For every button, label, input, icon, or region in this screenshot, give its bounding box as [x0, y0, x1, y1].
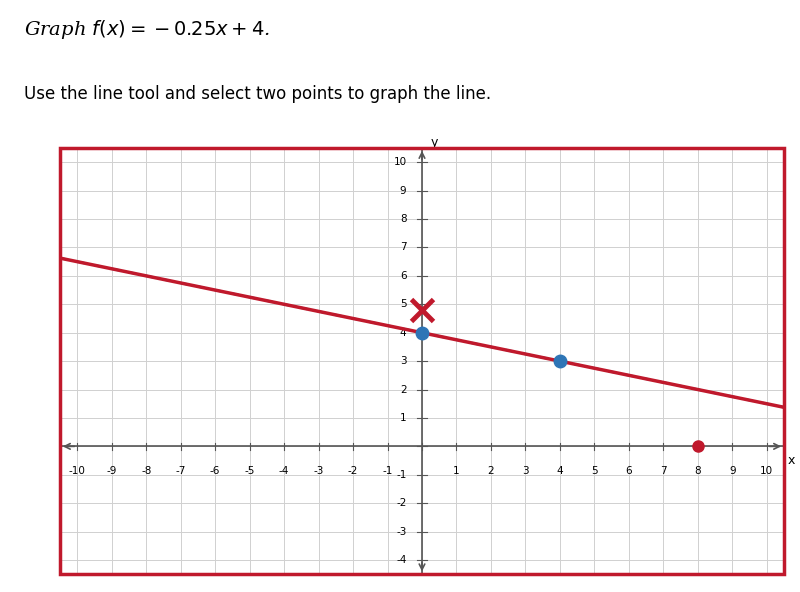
- Text: Use the line tool and select two points to graph the line.: Use the line tool and select two points …: [24, 85, 491, 103]
- Text: x: x: [787, 454, 794, 467]
- Text: -3: -3: [314, 466, 324, 476]
- Text: 10: 10: [394, 157, 406, 167]
- Text: 8: 8: [400, 214, 406, 224]
- Text: 3: 3: [522, 466, 529, 476]
- Text: 1: 1: [400, 413, 406, 423]
- Text: 3: 3: [400, 356, 406, 366]
- Text: 7: 7: [400, 243, 406, 252]
- Text: -3: -3: [396, 527, 406, 536]
- Text: -9: -9: [106, 466, 117, 476]
- Text: 9: 9: [400, 186, 406, 195]
- Text: 8: 8: [694, 466, 701, 476]
- Text: -6: -6: [210, 466, 220, 476]
- Text: -1: -1: [396, 470, 406, 480]
- Text: -1: -1: [382, 466, 393, 476]
- Text: 2: 2: [400, 385, 406, 394]
- Text: y: y: [430, 136, 438, 149]
- Text: 10: 10: [760, 466, 774, 476]
- Text: 9: 9: [729, 466, 735, 476]
- Text: ✕: ✕: [414, 128, 430, 149]
- Text: -2: -2: [348, 466, 358, 476]
- Text: 6: 6: [626, 466, 632, 476]
- Text: 1: 1: [453, 466, 460, 476]
- Text: -4: -4: [279, 466, 290, 476]
- Text: 4: 4: [557, 466, 563, 476]
- Text: 4: 4: [400, 328, 406, 337]
- Bar: [60, 148, 784, 574]
- Text: -8: -8: [141, 466, 151, 476]
- Text: 5: 5: [400, 300, 406, 309]
- Text: 2: 2: [488, 466, 494, 476]
- Text: 7: 7: [660, 466, 666, 476]
- Text: 5: 5: [591, 466, 598, 476]
- Text: -10: -10: [69, 466, 86, 476]
- Text: -5: -5: [245, 466, 255, 476]
- Text: -4: -4: [396, 555, 406, 565]
- Text: 6: 6: [400, 271, 406, 281]
- Text: -7: -7: [175, 466, 186, 476]
- Text: Graph $f(x) = -0.25x + 4$.: Graph $f(x) = -0.25x + 4$.: [24, 18, 270, 41]
- Text: -2: -2: [396, 498, 406, 508]
